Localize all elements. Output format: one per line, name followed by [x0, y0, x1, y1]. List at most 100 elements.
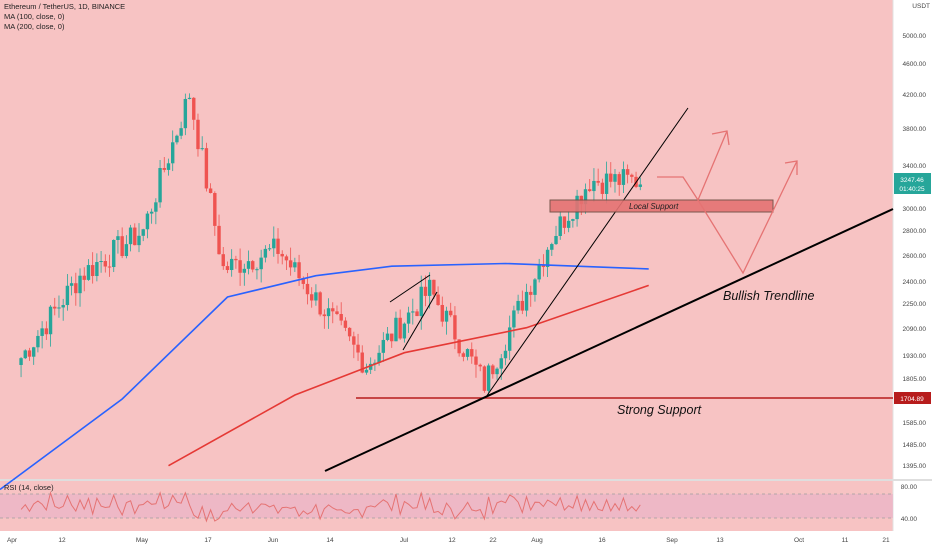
time-label: Aug — [531, 537, 543, 544]
candle — [61, 298, 65, 321]
price-tick: 3800.00 — [903, 126, 927, 133]
candle-body — [65, 285, 70, 306]
candle — [175, 134, 179, 145]
candle — [124, 235, 129, 259]
candle — [48, 305, 53, 347]
candle — [436, 286, 440, 306]
candle — [449, 302, 453, 318]
candle-body — [516, 300, 520, 311]
candle-body — [284, 256, 289, 261]
candle-body — [318, 292, 322, 315]
price-tick: 5000.00 — [903, 33, 927, 40]
candle — [558, 211, 562, 240]
candle-body — [478, 364, 482, 367]
time-label: 16 — [598, 537, 606, 544]
candle-body — [520, 300, 525, 311]
candle-body — [356, 344, 360, 353]
candle — [512, 305, 516, 338]
candle-body — [436, 294, 440, 305]
candle — [200, 136, 204, 151]
ma100-line — [0, 262, 649, 491]
candle-body — [82, 275, 86, 280]
rsi-legend: RSI (14, close) — [4, 483, 54, 492]
candle-body — [158, 168, 162, 203]
candle-body — [128, 227, 133, 245]
time-label: 14 — [326, 537, 334, 544]
candle — [103, 254, 108, 273]
price-pane-background — [0, 0, 893, 479]
candle — [444, 306, 449, 335]
candle — [322, 309, 327, 329]
price-tick: 3000.00 — [903, 206, 927, 213]
candle — [57, 295, 61, 318]
candle — [381, 332, 386, 362]
candle — [625, 164, 630, 184]
candle-body — [192, 97, 196, 120]
candle-body — [171, 142, 175, 164]
candle-body — [276, 238, 280, 254]
candle — [609, 162, 613, 188]
candle-body — [613, 174, 617, 182]
price-tick: 2090.00 — [903, 326, 927, 333]
candle-body — [507, 327, 512, 351]
time-label: 13 — [716, 537, 724, 544]
candle — [419, 275, 423, 330]
candle — [347, 327, 352, 342]
candle — [145, 211, 150, 239]
candle — [335, 305, 339, 316]
bullish-trendline-label: Bullish Trendline — [723, 289, 815, 303]
local-support-label: Local Support — [629, 202, 679, 211]
candle-body — [31, 347, 36, 357]
candle-body — [512, 310, 516, 328]
candle — [221, 247, 225, 270]
candle-body — [297, 262, 301, 279]
candle — [390, 333, 394, 348]
price-tick: 2400.00 — [903, 279, 927, 286]
price-tick: 4200.00 — [903, 92, 927, 99]
candle-body — [592, 180, 596, 192]
candle — [520, 290, 525, 315]
candle — [90, 252, 95, 284]
candle — [385, 327, 390, 342]
candle-body — [23, 350, 27, 359]
candle-body — [457, 339, 461, 354]
rsi-tick: 40.00 — [901, 516, 918, 523]
candle-body — [566, 220, 571, 228]
price-tick: 1585.00 — [903, 420, 927, 427]
projection-path-2 — [697, 160, 798, 275]
candle-body — [141, 229, 145, 236]
candle-body — [465, 349, 470, 357]
candle-body — [175, 135, 179, 143]
candle-body — [381, 339, 386, 353]
candle-body — [638, 184, 642, 187]
support-level-badge — [894, 392, 931, 404]
candle-body — [124, 244, 129, 257]
candle-body — [461, 353, 466, 357]
candle — [550, 242, 554, 256]
candle-body — [246, 261, 251, 269]
candle-body — [541, 264, 546, 268]
candle — [474, 349, 478, 378]
steep-trendline — [485, 107, 689, 398]
candle-body — [57, 307, 61, 309]
candle-body — [103, 260, 108, 267]
candle-body — [99, 260, 103, 263]
candle — [592, 168, 596, 203]
moving-averages-layer — [0, 262, 649, 491]
candle-body — [335, 311, 339, 314]
candle — [427, 272, 432, 309]
candle-body — [617, 174, 621, 185]
candle — [267, 243, 272, 252]
candle — [187, 93, 192, 100]
candle-body — [208, 188, 213, 194]
candle-body — [609, 173, 613, 182]
candle — [208, 183, 213, 194]
candle-body — [19, 358, 23, 365]
candle — [288, 247, 293, 276]
candle-body — [200, 148, 204, 150]
time-label: 12 — [58, 537, 66, 544]
candle — [276, 228, 280, 264]
candle — [524, 283, 529, 317]
candle — [78, 268, 82, 307]
candle-body — [529, 291, 533, 295]
